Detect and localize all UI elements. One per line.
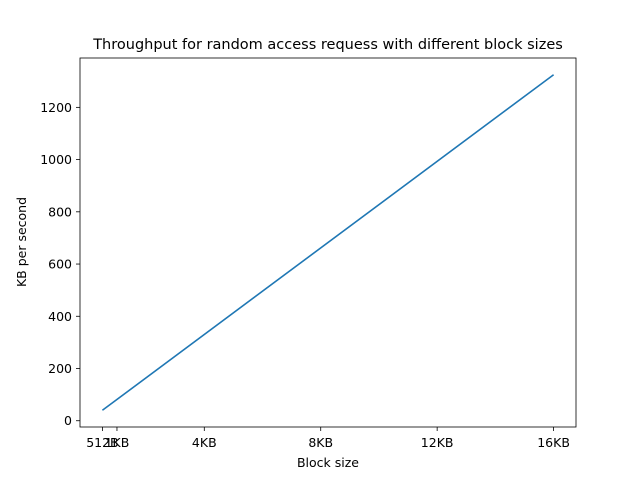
x-tick-label: 8KB — [308, 435, 333, 450]
x-tick-label: 4KB — [192, 435, 217, 450]
x-tick-label: 16KB — [537, 435, 570, 450]
axes-frame — [79, 57, 577, 428]
x-tick-label: 1KB — [105, 435, 130, 450]
y-tick-label: 400 — [48, 309, 72, 324]
y-tick-label: 200 — [48, 361, 72, 376]
y-axis-label: KB per second — [14, 197, 29, 287]
chart-title: Throughput for random access requess wit… — [92, 37, 563, 53]
y-tick-label: 600 — [48, 257, 72, 272]
y-tick-label: 0 — [64, 413, 72, 428]
y-tick-label: 800 — [48, 204, 72, 219]
x-axis-label: Block size — [297, 455, 359, 470]
x-tick-label: 512B — [86, 435, 118, 450]
y-tick-label: 1000 — [40, 152, 72, 167]
series-line — [101, 74, 555, 411]
y-tick-label: 1200 — [40, 100, 72, 115]
x-tick-label: 12KB — [421, 435, 454, 450]
